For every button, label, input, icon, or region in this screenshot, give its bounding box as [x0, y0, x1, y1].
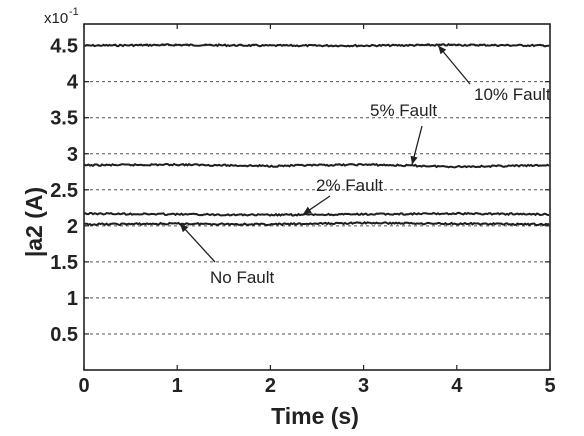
annotation-arrowhead: [179, 223, 189, 233]
y-axis-title: |a2 (A): [21, 187, 47, 257]
x-tick-label: 1: [172, 375, 183, 397]
y-tick-label: 2.5: [50, 180, 78, 202]
annotation-arrowhead: [303, 206, 312, 215]
series-layer: [83, 42, 550, 227]
axis-ticks: 0 1 2 3 4 5 0.5 1 1.5 2 2.5 3 3.5 4 4.5: [50, 24, 556, 397]
annotation-arrowhead: [410, 155, 418, 165]
series-line: [83, 211, 550, 217]
x-tick-label: 2: [265, 375, 276, 397]
plot-frame: [83, 23, 551, 371]
series-line: [83, 42, 550, 48]
y-tick-label: 3: [67, 144, 78, 166]
y-tick-label: 2: [67, 216, 78, 238]
x-tick-label: 3: [358, 375, 369, 397]
annotation-arrowhead: [438, 45, 447, 55]
annotation-label: 10% Fault: [474, 85, 551, 104]
y-tick-label: 1: [67, 288, 78, 310]
y-tick-label: 4.5: [50, 36, 78, 58]
y-tick-label: 0.5: [50, 324, 78, 346]
annotation-label: 5% Fault: [370, 101, 437, 120]
annotation-arrow: [437, 45, 471, 85]
series-line: [83, 162, 550, 169]
x-tick-label: 0: [78, 375, 89, 397]
x-tick-label: 5: [544, 375, 555, 397]
y-scale-exponent: -1: [69, 6, 79, 18]
series-line: [83, 221, 550, 227]
x-tick-label: 4: [451, 375, 463, 397]
x-axis-title: Time (s): [271, 403, 359, 429]
annotations: 10% Fault 5% Fault 2% Fault No Fault: [179, 45, 551, 287]
annotation-label: 2% Fault: [316, 176, 383, 195]
y-scale-label: x10: [44, 10, 68, 27]
annotation-label: No Fault: [210, 268, 275, 287]
y-tick-label: 1.5: [50, 252, 78, 274]
annotation-arrow: [179, 223, 216, 263]
y-tick-label: 3.5: [50, 108, 78, 130]
y-tick-label: 4: [67, 72, 79, 94]
